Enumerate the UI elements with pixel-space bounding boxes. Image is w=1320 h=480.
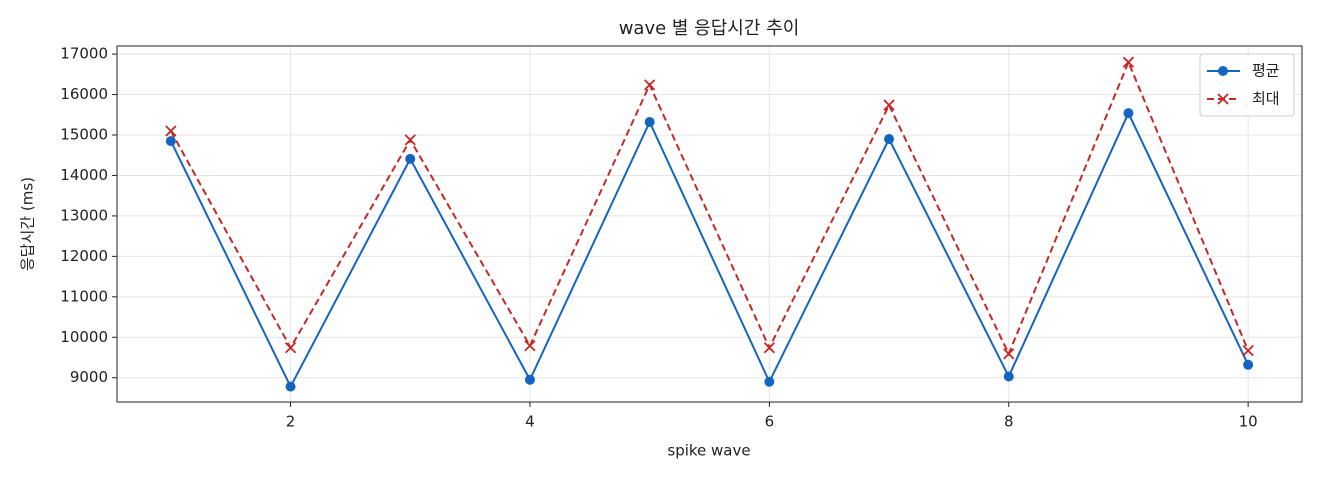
data-point — [1243, 359, 1254, 370]
data-point — [644, 79, 656, 91]
data-point — [284, 342, 297, 354]
plot-frame — [116, 45, 1303, 403]
data-point — [405, 153, 416, 164]
data-point — [644, 117, 655, 128]
legend-label: 최대 — [1252, 90, 1280, 108]
series-line — [169, 59, 1250, 357]
data-point — [764, 376, 775, 387]
y-tick-label: 10000 — [60, 328, 108, 346]
y-tick-label: 9000 — [70, 368, 108, 386]
data-point — [763, 342, 775, 354]
chart-title: wave 별 응답시간 추이 — [619, 18, 800, 39]
data-point — [165, 125, 177, 137]
x-tick-label: 4 — [525, 413, 535, 431]
data-point — [1123, 108, 1134, 119]
plot — [165, 56, 1254, 392]
y-axis-label: 응답시간 (ms) — [19, 177, 37, 271]
data-point — [285, 381, 296, 392]
x-axis-label: spike wave — [667, 442, 750, 460]
data-point — [1122, 56, 1135, 68]
y-tick-label: 14000 — [60, 166, 108, 184]
grid — [117, 46, 1302, 402]
data-point — [1003, 348, 1015, 360]
data-point — [524, 374, 535, 385]
series-line — [169, 110, 1250, 389]
data-point — [404, 134, 416, 146]
legend-label: 평균 — [1252, 62, 1280, 80]
data-point — [524, 340, 536, 352]
y-tick-label: 12000 — [60, 247, 108, 265]
y-tick-label: 16000 — [60, 85, 108, 103]
x-tick-label: 2 — [286, 413, 296, 431]
data-point — [883, 99, 895, 111]
y-tick-label: 17000 — [60, 45, 108, 63]
x-tick-label: 10 — [1239, 413, 1258, 431]
data-point — [884, 134, 895, 145]
data-point — [1003, 371, 1014, 382]
y-tick-label: 13000 — [60, 206, 108, 224]
legend-marker — [1218, 66, 1228, 76]
data-point — [165, 136, 176, 147]
data-point — [1242, 344, 1254, 357]
x-tick-label: 6 — [765, 413, 775, 431]
x-tick-label: 8 — [1004, 413, 1014, 431]
legend-box — [1199, 53, 1295, 117]
y-tick-label: 15000 — [60, 126, 108, 144]
legend-marker — [1217, 93, 1229, 105]
y-tick-label: 11000 — [60, 287, 108, 305]
